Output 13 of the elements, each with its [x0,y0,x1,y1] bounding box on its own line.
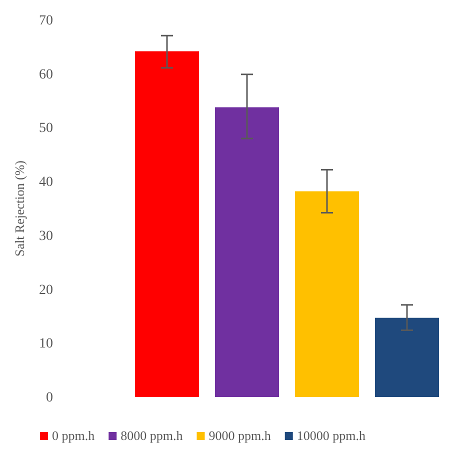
legend-label: 8000 ppm.h [120,428,184,443]
legend-label: 10000 ppm.h [296,428,366,443]
y-tick-label: 70 [39,13,53,28]
y-tick-label: 0 [46,390,53,406]
y-tick-label: 10 [39,336,53,352]
y-tick-label: 50 [39,121,53,136]
y-tick-label: 60 [39,67,53,82]
legend-label: 0 ppm.h [52,428,96,443]
y-tick-label: 40 [39,175,53,190]
y-tick-label: 20 [39,282,53,298]
y-tick-label: 30 [39,228,53,244]
legend-label: 9000 ppm.h [208,428,272,443]
y-axis-title: Salt Rejection (%) [12,160,27,257]
